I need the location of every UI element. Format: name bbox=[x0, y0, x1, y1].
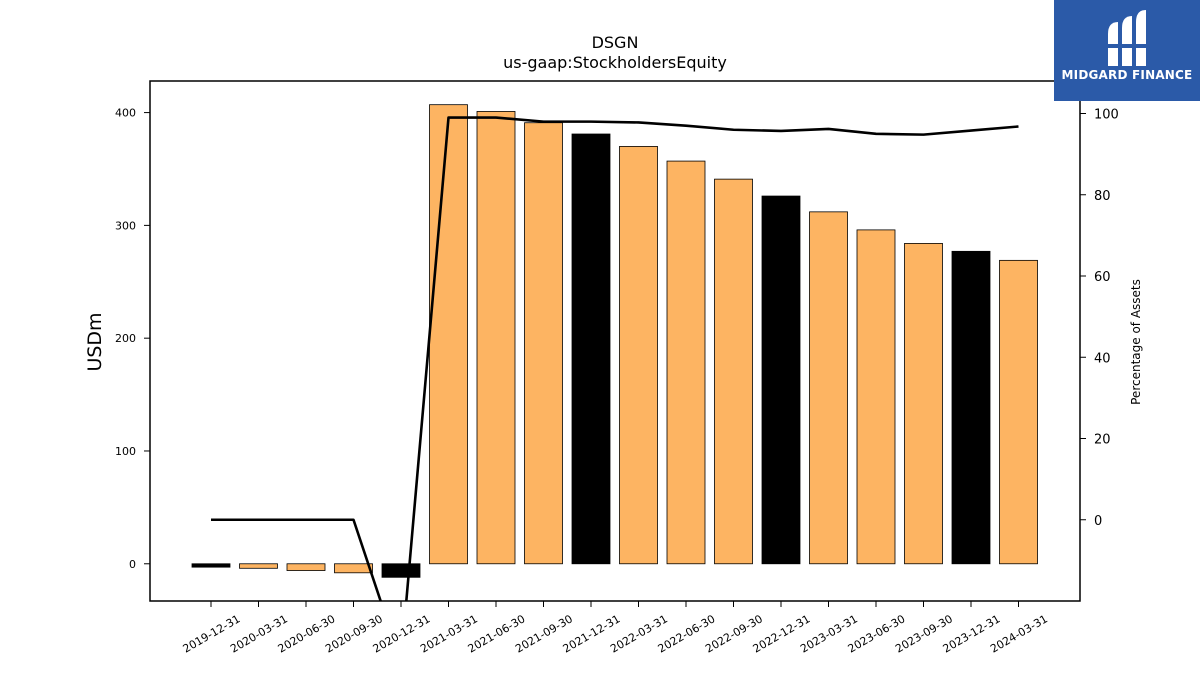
y-tick-label-300: 300 bbox=[115, 219, 136, 232]
bar-2021-12-31 bbox=[571, 133, 611, 565]
bar-2023-03-31 bbox=[809, 211, 848, 565]
bar-2023-12-31 bbox=[951, 250, 991, 565]
y-axis-label: USDm bbox=[84, 312, 106, 371]
bar-2020-09-30 bbox=[334, 563, 373, 574]
chart-subtitle: us-gaap:StockholdersEquity bbox=[503, 53, 727, 72]
bar-2019-12-31 bbox=[191, 563, 231, 568]
y2-tick-label-20: 20 bbox=[1094, 433, 1111, 448]
y2-tick-label-100: 100 bbox=[1094, 108, 1119, 123]
y2-tick-label-60: 60 bbox=[1094, 270, 1111, 285]
bar-2020-12-31 bbox=[381, 563, 421, 578]
bar-2022-06-30 bbox=[666, 160, 706, 565]
bars-layer bbox=[191, 104, 1038, 578]
bar-2021-09-30 bbox=[524, 122, 563, 565]
bar-2022-12-31 bbox=[761, 195, 801, 565]
y-tick-label-0: 0 bbox=[129, 558, 136, 571]
chart-title: DSGN bbox=[592, 33, 639, 52]
plot-frame bbox=[149, 80, 1081, 602]
bar-2024-03-31 bbox=[999, 259, 1038, 565]
bar-2021-03-31 bbox=[429, 104, 468, 565]
percentage-line bbox=[211, 116, 1019, 601]
bar-2023-06-30 bbox=[856, 229, 896, 565]
y2-tick-label-40: 40 bbox=[1094, 351, 1111, 366]
y-tick-label-100: 100 bbox=[115, 445, 136, 458]
y2-tick-label-80: 80 bbox=[1094, 189, 1111, 204]
logo-text: MIDGARD FINANCE bbox=[1061, 68, 1193, 82]
midgard-finance-logo: MIDGARD FINANCE bbox=[1054, 0, 1200, 101]
bar-2023-09-30 bbox=[904, 243, 943, 565]
bar-2020-03-31 bbox=[239, 563, 278, 569]
y-tick-label-200: 200 bbox=[115, 332, 136, 345]
bar-2020-06-30 bbox=[286, 563, 326, 571]
y2-tick-label-0: 0 bbox=[1094, 514, 1102, 529]
y2-axis-label: Percentage of Assets bbox=[1129, 279, 1143, 405]
bar-2022-09-30 bbox=[714, 178, 753, 565]
line-layer bbox=[211, 116, 1019, 601]
bar-2021-06-30 bbox=[476, 111, 516, 565]
y-tick-label-400: 400 bbox=[115, 107, 136, 120]
logo-mark-icon bbox=[1106, 10, 1148, 66]
bar-2022-03-31 bbox=[619, 146, 658, 565]
